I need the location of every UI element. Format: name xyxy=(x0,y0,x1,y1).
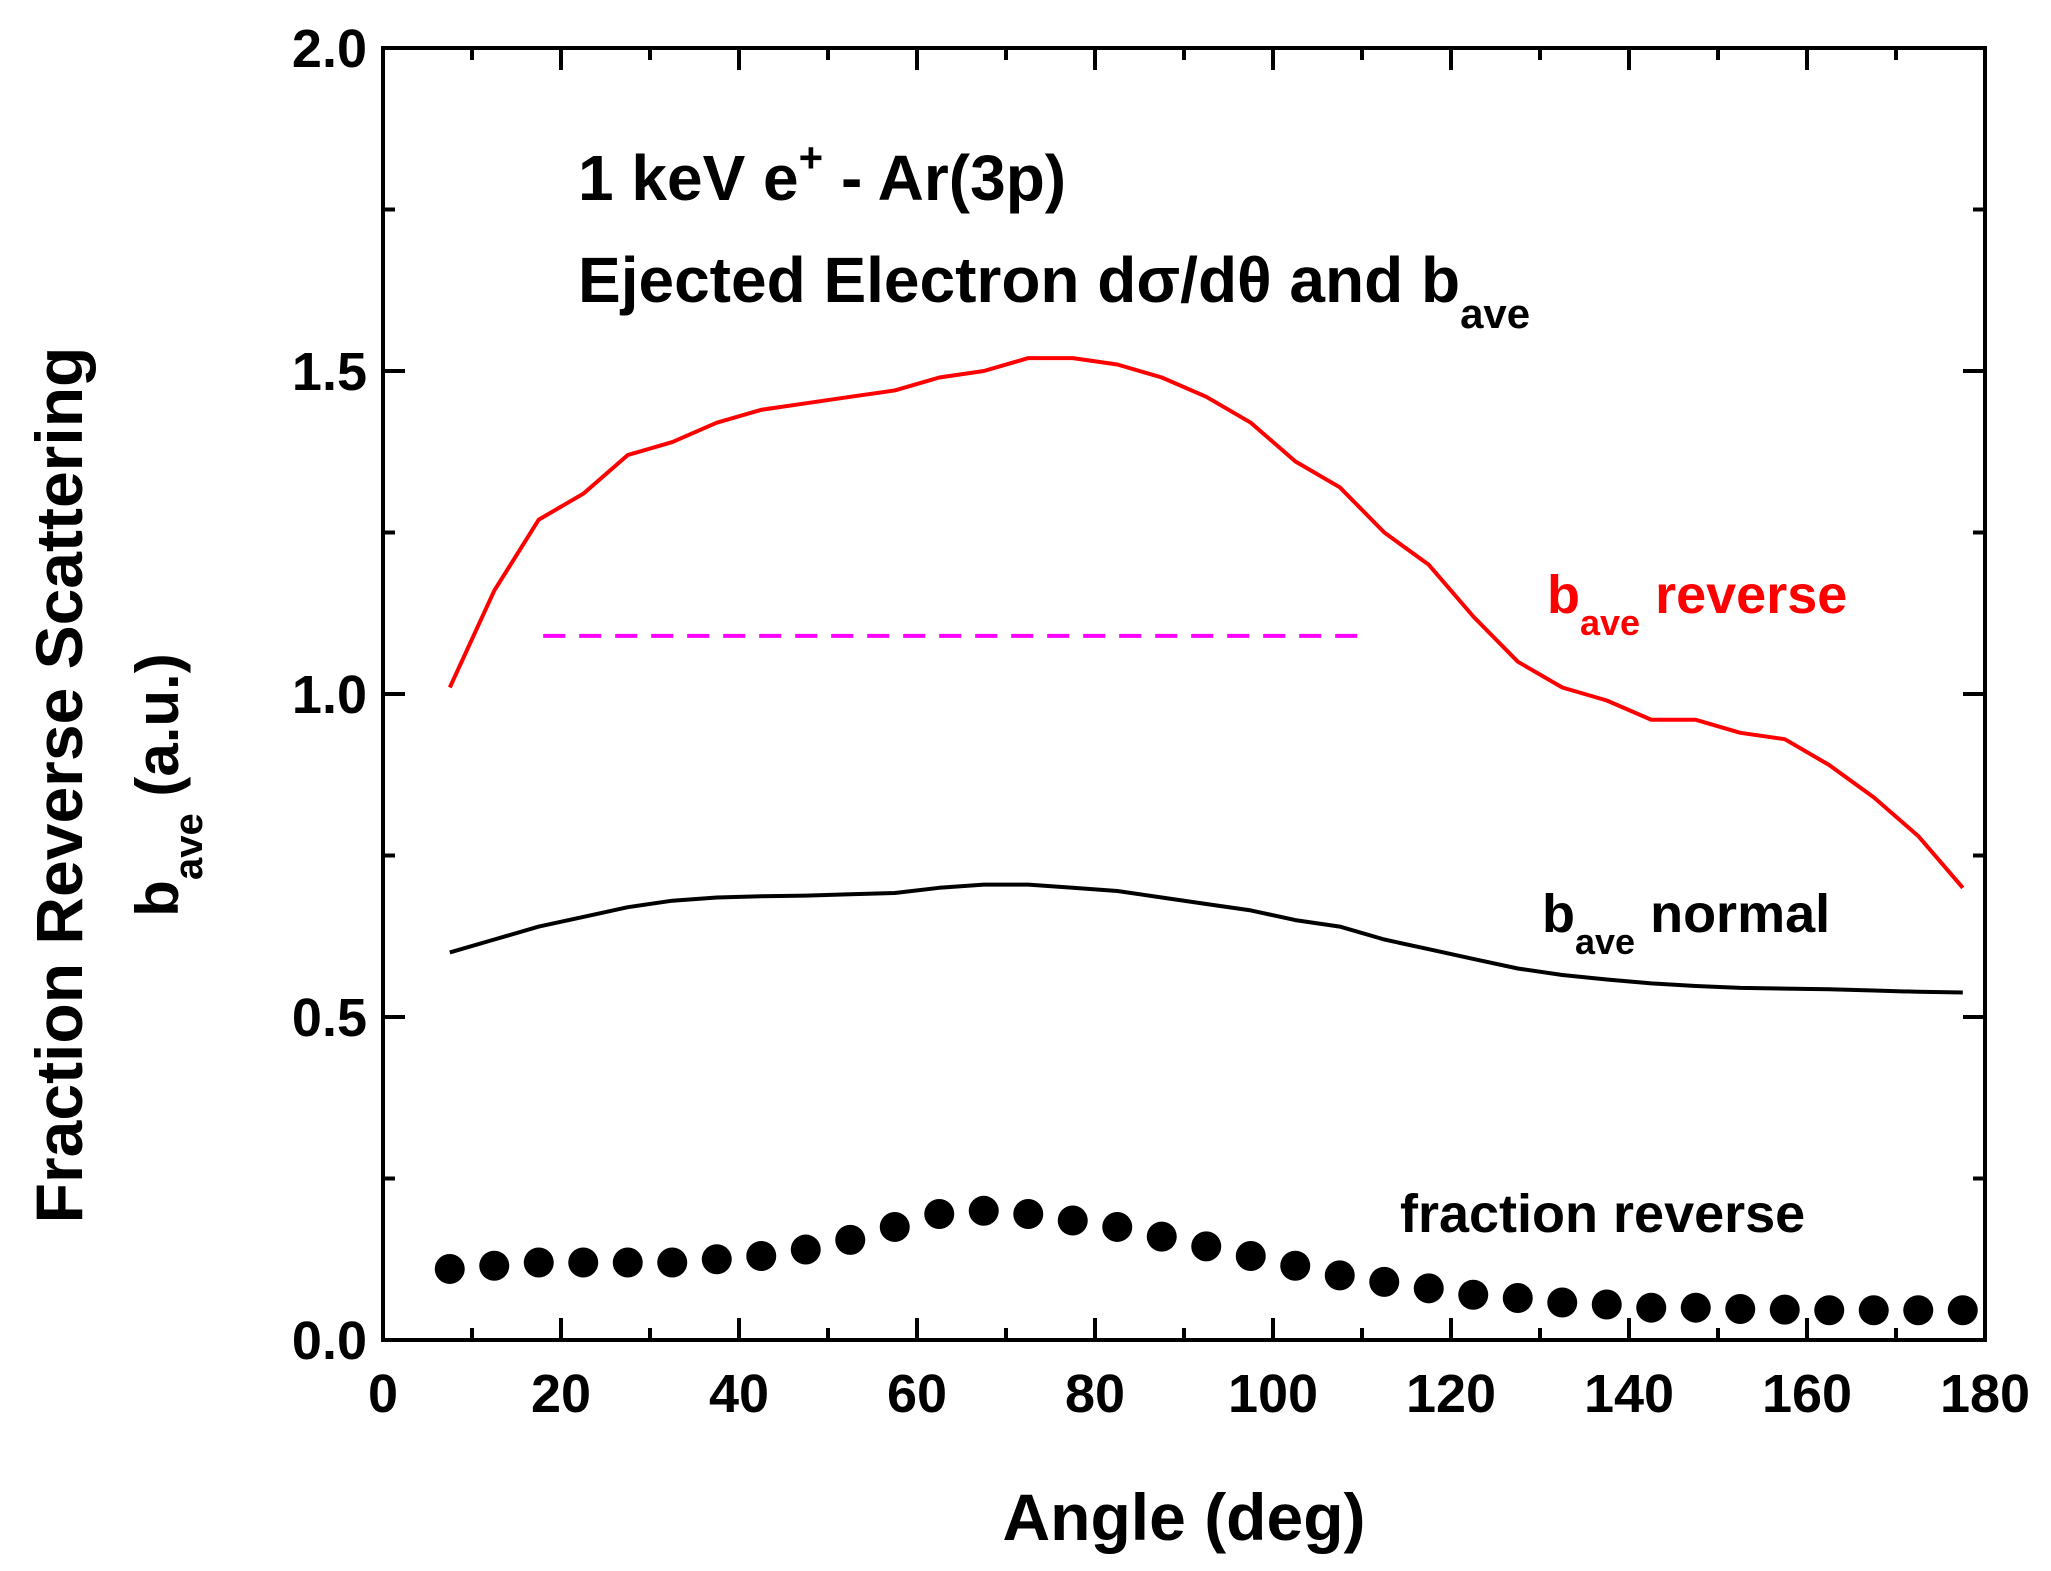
fraction-point xyxy=(1413,1273,1444,1304)
label-reverse-main: b xyxy=(1547,565,1580,625)
fraction-point xyxy=(1591,1289,1622,1320)
fraction-point xyxy=(924,1199,955,1230)
fraction-point xyxy=(1903,1295,1934,1326)
fraction-point xyxy=(746,1241,777,1272)
fraction-point xyxy=(1102,1211,1133,1242)
label-normal: bave normal xyxy=(1542,884,1830,962)
y-label-inner-main: b xyxy=(124,880,191,917)
fraction-point xyxy=(523,1247,554,1278)
title-line1-sup: + xyxy=(799,134,824,181)
fraction-point xyxy=(612,1247,643,1278)
title-line2-main: Ejected Electron dσ/dθ and b xyxy=(578,244,1460,316)
title-line1-main: 1 keV e xyxy=(578,142,799,214)
fraction-point xyxy=(879,1211,910,1242)
y-label-inner-tail: (a.u.) xyxy=(124,653,191,813)
fraction-point xyxy=(1725,1293,1756,1324)
fraction-point xyxy=(1013,1199,1044,1230)
label-normal-tail: normal xyxy=(1635,884,1830,944)
fraction-point xyxy=(1235,1241,1266,1272)
fraction-point xyxy=(657,1247,688,1278)
fraction-point xyxy=(479,1250,510,1281)
x-tick-label: 60 xyxy=(887,1364,947,1424)
fraction-point xyxy=(1324,1260,1355,1291)
x-tick-label: 0 xyxy=(368,1364,398,1424)
fraction-point xyxy=(1947,1295,1978,1326)
lines-layer xyxy=(447,356,1965,995)
fraction-point xyxy=(568,1247,599,1278)
x-tick-label: 20 xyxy=(531,1364,591,1424)
x-axis-label: Angle (deg) xyxy=(1003,1480,1366,1554)
fraction-point xyxy=(1191,1231,1222,1262)
fraction-point xyxy=(1280,1250,1311,1281)
fraction-point xyxy=(1057,1205,1088,1236)
label-reverse-tail: reverse xyxy=(1640,565,1847,625)
ticks-layer: 0 20 40 60 80 100 120 140 160 180 0.0 0.5 1.0 1.5 2.0 xyxy=(292,19,2030,1424)
y-axis-label-outer: Fraction Reverse Scattering xyxy=(22,347,96,1224)
fraction-point xyxy=(1814,1295,1845,1326)
title-line2-sub: ave xyxy=(1460,290,1530,337)
y-label-inner-sub: ave xyxy=(167,813,211,880)
x-tick-label: 100 xyxy=(1228,1364,1318,1424)
fraction-point xyxy=(1636,1292,1667,1323)
y-axis-label-inner: bave (a.u.) xyxy=(124,653,211,916)
fraction-point xyxy=(790,1234,821,1265)
label-normal-sub: ave xyxy=(1575,921,1635,962)
points-layer xyxy=(434,1195,1978,1326)
label-reverse-sub: ave xyxy=(1580,602,1640,643)
fraction-point xyxy=(1369,1266,1400,1297)
label-reverse: bave reverse xyxy=(1547,565,1847,643)
x-tick-label: 40 xyxy=(709,1364,769,1424)
fraction-point xyxy=(1458,1279,1489,1310)
series-line-normal xyxy=(449,882,1963,995)
fraction-point xyxy=(1547,1287,1578,1318)
series-line-reverse xyxy=(447,356,1965,890)
y-tick-label: 1.5 xyxy=(292,342,367,402)
label-fraction: fraction reverse xyxy=(1400,1184,1805,1244)
fraction-point xyxy=(1680,1292,1711,1323)
x-tick-label: 140 xyxy=(1584,1364,1674,1424)
y-tick-label: 1.0 xyxy=(292,665,367,725)
fraction-point xyxy=(835,1224,866,1255)
y-tick-label: 0.0 xyxy=(292,1311,367,1371)
y-tick-label: 0.5 xyxy=(292,988,367,1048)
fraction-point xyxy=(1146,1221,1177,1252)
fraction-point xyxy=(701,1244,732,1275)
fraction-point xyxy=(1502,1283,1533,1314)
x-tick-label: 120 xyxy=(1406,1364,1496,1424)
chart-title-line2: Ejected Electron dσ/dθ and bave xyxy=(578,244,1530,337)
y-tick-label: 2.0 xyxy=(292,19,367,79)
x-tick-label: 160 xyxy=(1762,1364,1852,1424)
chart-title-line1: 1 keV e+ - Ar(3p) xyxy=(578,134,1066,214)
title-line1-tail: - Ar(3p) xyxy=(823,142,1066,214)
plot-frame xyxy=(381,46,1987,1342)
label-normal-main: b xyxy=(1542,884,1575,944)
fraction-point xyxy=(1769,1294,1800,1325)
x-tick-label: 80 xyxy=(1065,1364,1125,1424)
x-tick-label: 180 xyxy=(1940,1364,2030,1424)
fraction-point xyxy=(1858,1295,1889,1326)
fraction-point xyxy=(968,1195,999,1226)
fraction-point xyxy=(434,1253,465,1284)
